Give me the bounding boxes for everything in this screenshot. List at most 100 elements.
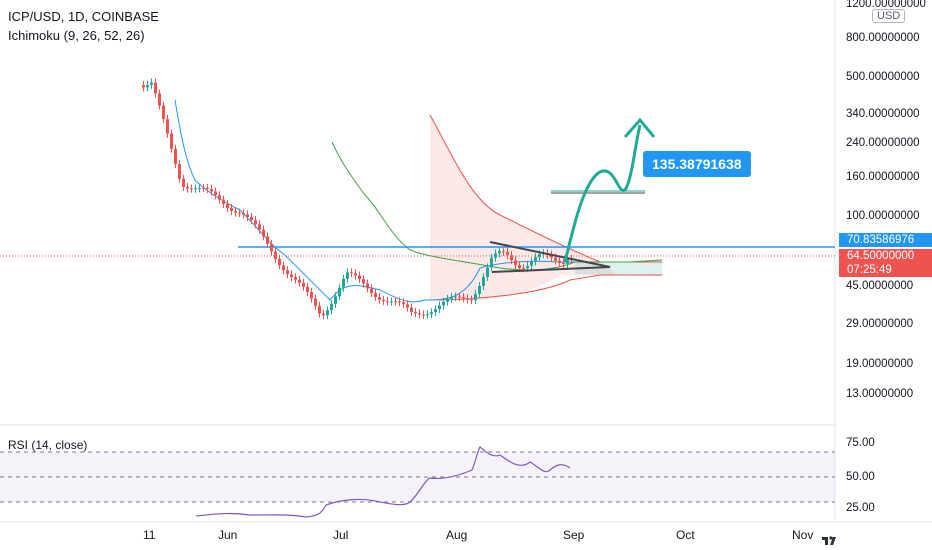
candle-body <box>266 236 269 244</box>
candle-body <box>366 283 369 289</box>
candle-body <box>370 288 373 294</box>
candle-body <box>530 261 533 266</box>
candle-body <box>446 298 449 302</box>
candle-body <box>206 187 209 190</box>
candle-body <box>558 260 561 263</box>
time-axis-tick: Oct <box>676 528 695 542</box>
candle-body <box>442 301 445 306</box>
candle-body <box>302 282 305 287</box>
price-axis-tick: 500.00000000 <box>846 71 920 83</box>
candle-body <box>522 268 525 270</box>
candle-body <box>454 296 457 298</box>
rsi-axis-tick: 50.00 <box>846 471 875 483</box>
price-axis-tick: 100.00000000 <box>846 210 920 222</box>
candle-body <box>450 297 453 299</box>
candle-body <box>486 267 489 278</box>
candle-body <box>566 258 569 264</box>
candle-body <box>390 301 393 303</box>
candle-body <box>198 187 201 189</box>
rsi-axis-tick: 25.00 <box>846 502 875 514</box>
candle-body <box>426 314 429 316</box>
price-axis-tick: 800.00000000 <box>846 32 920 44</box>
candle-body <box>354 273 357 276</box>
candle-body <box>150 82 153 85</box>
candle-body <box>162 105 165 120</box>
candle-body <box>398 301 401 303</box>
chart-legend-symbol: ICP/USD, 1D, COINBASE <box>8 9 159 24</box>
candle-body <box>186 186 189 189</box>
candle-body <box>258 224 261 230</box>
candle-body <box>274 251 277 259</box>
candle-body <box>414 311 417 314</box>
rsi-axis-tick: 75.00 <box>846 437 875 449</box>
candle-body <box>470 299 473 301</box>
candle-body <box>458 296 461 298</box>
candle-body <box>438 305 441 310</box>
candle-body <box>482 277 485 286</box>
candle-body <box>286 270 289 275</box>
tenkan-line <box>174 99 575 303</box>
candle-body <box>526 265 529 269</box>
candle-body <box>346 272 349 279</box>
candle-body <box>250 217 253 221</box>
resistance-price-tag: 70.83586976 <box>839 233 932 247</box>
time-axis-tick: Jul <box>333 528 349 542</box>
candle-body <box>382 299 385 302</box>
candle-body <box>362 278 365 284</box>
candle-body <box>278 258 281 266</box>
candle-body <box>330 303 333 311</box>
price-axis-tick: 29.00000000 <box>846 318 914 330</box>
candle-body <box>462 297 465 299</box>
candle-body <box>166 119 169 134</box>
candle-body <box>306 286 309 292</box>
candle-body <box>146 84 149 88</box>
candle-body <box>142 85 145 88</box>
candle-body <box>394 301 397 303</box>
countdown-tag: 07:25:49 <box>839 263 932 277</box>
candle-body <box>514 260 517 266</box>
price-axis-tick: 160.00000000 <box>846 171 920 183</box>
candle-body <box>234 210 237 213</box>
candle-body <box>554 257 557 261</box>
candle-body <box>202 187 205 189</box>
candle-body <box>178 164 181 179</box>
candle-body <box>518 265 521 269</box>
tradingview-logo-icon <box>822 536 836 545</box>
candle-body <box>550 254 553 258</box>
candle-body <box>170 133 173 149</box>
candle-body <box>334 296 337 304</box>
price-axis-tick: 19.00000000 <box>846 358 914 370</box>
candle-body <box>478 285 481 294</box>
time-axis-tick: Nov <box>792 528 814 542</box>
candle-body <box>422 314 425 316</box>
candle-body <box>506 251 509 256</box>
price-axis-tick: 240.00000000 <box>846 137 920 149</box>
candle-body <box>294 277 297 280</box>
candle-body <box>318 305 321 314</box>
candle-body <box>406 304 409 308</box>
currency-badge[interactable]: USD <box>872 9 906 23</box>
candle-body <box>466 298 469 300</box>
candle-body <box>226 203 229 208</box>
candle-body <box>298 279 301 283</box>
candle-body <box>182 178 185 187</box>
candle-body <box>534 257 537 262</box>
candle-body <box>230 207 233 211</box>
candle-body <box>502 251 505 253</box>
candle-body <box>246 214 249 218</box>
candle-body <box>374 293 377 298</box>
candle-body <box>350 272 353 274</box>
senkou-span-b <box>429 114 662 263</box>
candle-body <box>290 274 293 278</box>
candle-body <box>158 93 161 106</box>
chart-legend-indicator: Ichimoku (9, 26, 52, 26) <box>8 28 145 43</box>
price-axis-tick: 45.00000000 <box>846 280 914 292</box>
time-axis-tick: Jun <box>218 528 238 542</box>
candle-body <box>174 148 177 165</box>
target-callout: 135.38791638 <box>643 151 751 177</box>
rsi-legend: RSI (14, close) <box>8 438 88 452</box>
candle-body <box>326 310 329 316</box>
candle-body <box>322 313 325 316</box>
candle-body <box>342 278 345 288</box>
